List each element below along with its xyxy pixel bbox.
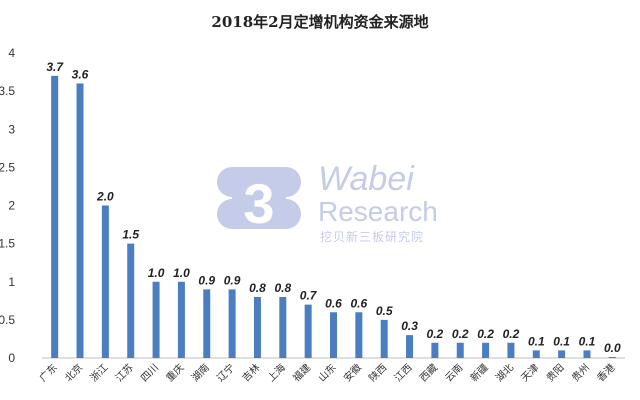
x-tick-label: 山东 <box>315 361 338 384</box>
x-tick-label: 云南 <box>442 361 465 384</box>
bar <box>279 297 287 358</box>
data-label: 0.2 <box>503 327 520 341</box>
x-tick-label: 陕西 <box>366 361 389 384</box>
data-label: 0.8 <box>274 281 291 295</box>
y-tick-label: 0 <box>8 351 15 365</box>
bar <box>253 297 261 358</box>
y-tick-label: 2 <box>8 199 15 213</box>
data-label: 0.0 <box>604 341 621 355</box>
x-tick-label: 北京 <box>62 361 85 384</box>
bar <box>431 342 439 358</box>
data-label: 0.2 <box>452 327 469 341</box>
y-tick-label: 0.5 <box>0 313 15 327</box>
data-label: 1.0 <box>173 266 190 280</box>
x-tick-label: 四川 <box>139 362 161 384</box>
x-tick-label: 江西 <box>392 362 415 385</box>
watermark-brand-cn: 挖贝新三板研究院 <box>320 229 424 244</box>
data-label: 0.5 <box>376 304 393 318</box>
x-tick-label: 湖北 <box>493 362 516 385</box>
watermark-brand-line2: Research <box>318 196 438 227</box>
bar <box>507 342 515 358</box>
bar <box>558 350 566 358</box>
x-tick-label: 西藏 <box>417 362 440 385</box>
data-label: 0.2 <box>477 327 494 341</box>
data-label: 0.8 <box>249 281 266 295</box>
bar <box>127 243 135 358</box>
data-label: 0.3 <box>401 319 418 333</box>
data-label: 0.6 <box>351 296 368 310</box>
y-tick-label: 1 <box>8 275 15 289</box>
y-tick-label: 3 <box>8 122 15 136</box>
bar <box>304 304 312 358</box>
bar <box>152 281 160 358</box>
bar <box>228 289 236 358</box>
y-tick-label: 2.5 <box>0 160 15 174</box>
data-label: 2.0 <box>96 190 114 204</box>
data-label: 0.6 <box>325 296 342 310</box>
x-tick-label: 浙江 <box>88 362 111 385</box>
y-tick-label: 3.5 <box>0 84 15 98</box>
x-tick-label: 上海 <box>265 361 288 384</box>
chart-title: 2018年2月定增机构资金来源地 <box>211 13 428 31</box>
x-tick-label: 福建 <box>290 361 313 384</box>
data-label: 1.5 <box>122 228 139 242</box>
x-tick-label: 吉林 <box>239 361 262 384</box>
bar <box>608 357 616 358</box>
bar <box>583 350 591 358</box>
bar <box>101 205 109 358</box>
data-label: 0.2 <box>427 327 444 341</box>
bar <box>456 342 464 358</box>
watermark-logo-char: 3 <box>243 172 274 235</box>
data-label: 0.9 <box>224 273 241 287</box>
plot-area: 0 0.5 1 1.5 2 2.5 3 3.5 4 3.7 广东 3.6 北京 2.0 浙江 1.5 江苏 1.0… <box>0 46 625 384</box>
data-label: 0.1 <box>528 334 545 348</box>
bar <box>330 312 337 358</box>
bar <box>177 281 185 358</box>
x-tick-label: 重庆 <box>163 361 186 384</box>
bar <box>355 312 363 358</box>
bar <box>76 83 84 358</box>
data-label: 3.6 <box>72 68 89 82</box>
x-tick-label: 香港 <box>595 362 618 385</box>
bar <box>203 289 211 358</box>
bar <box>406 335 414 358</box>
x-tick-label: 广东 <box>36 361 59 384</box>
x-tick-label: 新疆 <box>467 361 490 384</box>
x-tick-label: 辽宁 <box>214 361 237 384</box>
watermark-brand-line1: Wabei <box>318 160 415 198</box>
x-tick-label: 天津 <box>519 362 542 385</box>
y-tick-label: 1.5 <box>0 237 15 251</box>
data-label: 0.1 <box>553 334 570 348</box>
bar <box>380 319 388 358</box>
bar <box>51 75 59 358</box>
watermark: 3 Wabei Research 挖贝新三板研究院 <box>217 160 438 244</box>
y-tick-label: 4 <box>8 46 15 60</box>
data-label: 1.0 <box>148 266 165 280</box>
bar <box>532 350 540 358</box>
bar <box>482 342 490 358</box>
watermark-logo-icon: 3 <box>217 167 301 235</box>
x-tick-label: 安徽 <box>341 361 364 384</box>
data-label: 0.1 <box>579 334 596 348</box>
x-tick-label: 江苏 <box>113 361 136 384</box>
data-label: 0.7 <box>300 289 318 303</box>
data-label: 3.7 <box>46 60 64 74</box>
data-label: 0.9 <box>198 273 215 287</box>
x-tick-label: 贵州 <box>569 361 592 384</box>
x-tick-label: 湖南 <box>189 361 212 384</box>
x-tick-label: 贵阳 <box>543 361 566 384</box>
